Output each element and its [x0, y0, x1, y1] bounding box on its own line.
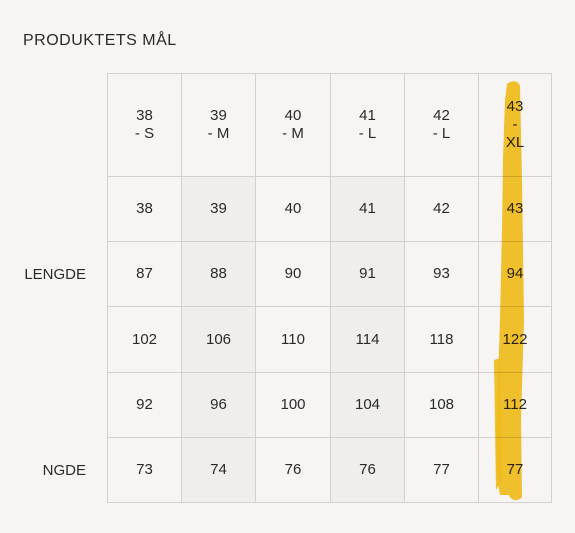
table-cell: 73 — [107, 437, 182, 503]
table-cell: 94 — [478, 241, 552, 307]
table-cell: 74 — [181, 437, 256, 503]
table-cell: 96 — [181, 372, 256, 438]
table-cell: 76 — [330, 437, 405, 503]
row-label: NGDE — [42, 461, 86, 479]
header-cell: 42 - L — [404, 73, 479, 177]
header-cell: 41 - L — [330, 73, 405, 177]
table-cell: 106 — [181, 306, 256, 373]
section-title: PRODUKTETS MÅL — [23, 32, 177, 49]
table-cell: 114 — [330, 306, 405, 373]
table-cell: 38 — [107, 176, 182, 242]
table-cell: 100 — [255, 372, 331, 438]
row-label: LENGDE — [24, 265, 86, 283]
table-cell: 87 — [107, 241, 182, 307]
header-cell: 38 - S — [107, 73, 182, 177]
table-cell: 88 — [181, 241, 256, 307]
header-cell: 43 - XL — [478, 73, 552, 177]
table-cell: 112 — [478, 372, 552, 438]
table-cell: 91 — [330, 241, 405, 307]
table-cell: 122 — [478, 306, 552, 373]
table-cell: 43 — [478, 176, 552, 242]
table-cell: 102 — [107, 306, 182, 373]
table-cell: 108 — [404, 372, 479, 438]
header-cell: 39 - M — [181, 73, 256, 177]
table-cell: 77 — [404, 437, 479, 503]
table-cell: 42 — [404, 176, 479, 242]
table-cell: 76 — [255, 437, 331, 503]
table-cell: 92 — [107, 372, 182, 438]
table-cell: 118 — [404, 306, 479, 373]
table-cell: 40 — [255, 176, 331, 242]
table-cell: 93 — [404, 241, 479, 307]
table-cell: 110 — [255, 306, 331, 373]
table-cell: 39 — [181, 176, 256, 242]
table-cell: 77 — [478, 437, 552, 503]
table-cell: 90 — [255, 241, 331, 307]
header-cell: 40 - M — [255, 73, 331, 177]
table-cell: 104 — [330, 372, 405, 438]
table-cell: 41 — [330, 176, 405, 242]
